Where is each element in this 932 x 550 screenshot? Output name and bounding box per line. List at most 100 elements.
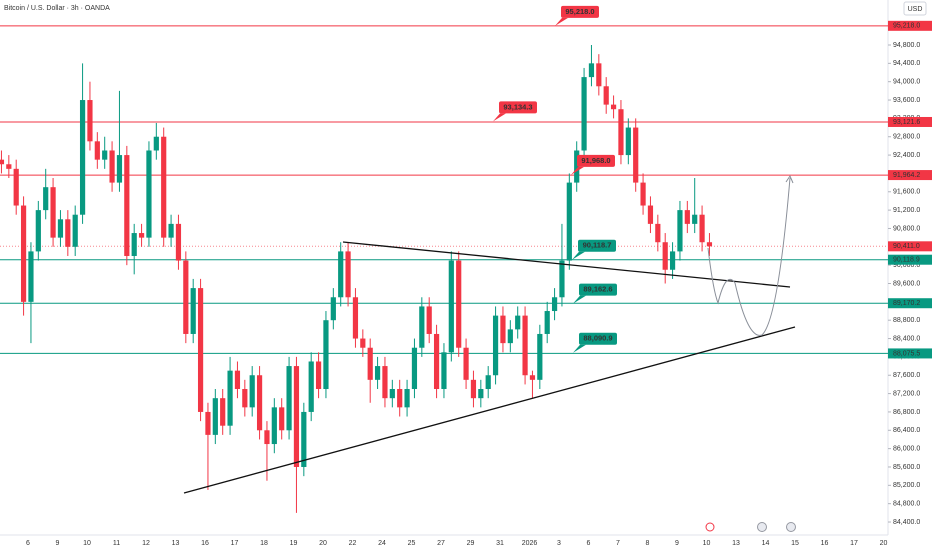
x-tick-label: 13 [172, 540, 180, 547]
candle-body [315, 361, 322, 390]
candle-body [389, 389, 395, 399]
candle-body [102, 150, 108, 160]
callout-pointer [493, 113, 506, 122]
candle-body [197, 288, 204, 412]
candle-body [500, 315, 506, 344]
level-tag [888, 170, 932, 181]
candle-body [109, 150, 115, 183]
candle-body [168, 223, 174, 238]
event-flag[interactable] [757, 522, 767, 532]
y-tick-label: 94,000.0 [893, 79, 920, 86]
candle-body [699, 214, 705, 243]
candle-body [603, 86, 609, 105]
level-tag-label: 93,121.6 [893, 119, 920, 126]
callout-label: 91,968.0 [581, 156, 610, 165]
level-tag-label: 95,218.0 [893, 23, 920, 30]
callout-pointer [573, 344, 586, 353]
candle-body [338, 251, 344, 298]
callout-box [577, 154, 615, 167]
y-tick-label: 92,800.0 [893, 134, 920, 141]
candle-body [566, 182, 572, 261]
x-tick-label: 14 [762, 540, 770, 547]
candle-body [183, 260, 189, 334]
candle-body [43, 187, 49, 211]
candle-body [146, 150, 152, 238]
level-tag-label: 89,170.2 [893, 300, 920, 307]
x-tick-label: 15 [791, 540, 799, 547]
candle-body [448, 260, 454, 353]
candle-body [360, 338, 366, 348]
candle-body [234, 370, 241, 390]
candle-body [507, 329, 513, 344]
callout-pointer [555, 17, 568, 26]
last-price-tag [888, 241, 932, 252]
callout-box [499, 101, 537, 114]
projection-path [707, 177, 791, 336]
event-icon[interactable] [705, 522, 715, 532]
candle-body [352, 297, 359, 339]
candle-body [515, 315, 521, 330]
y-tick-label: 86,800.0 [893, 409, 920, 416]
x-tick-label: 18 [260, 540, 268, 547]
y-tick-label: 91,600.0 [893, 189, 920, 196]
candle-body [441, 352, 447, 390]
candle-body [456, 260, 462, 348]
candle-body [581, 77, 587, 151]
candle-body [633, 127, 639, 183]
candle-body [57, 219, 64, 238]
x-tick-label: 9 [675, 540, 679, 547]
x-tick-label: 16 [201, 540, 209, 547]
candle-body [367, 347, 373, 380]
callout-label: 95,218.0 [565, 7, 594, 16]
candle-body [72, 214, 78, 247]
y-tick-label: 85,200.0 [893, 482, 920, 489]
candle-body [374, 366, 381, 380]
y-tick-label: 84,400.0 [893, 519, 920, 526]
y-tick-label: 87,200.0 [893, 390, 920, 397]
candle-body [279, 407, 285, 431]
projection-arrow [785, 174, 794, 184]
candle-body [153, 136, 159, 151]
x-tick-label: 7 [616, 540, 620, 547]
callout-pointer [573, 295, 586, 304]
candle-body [625, 127, 631, 156]
candle-body [492, 315, 499, 376]
level-tag [888, 254, 932, 265]
candle-body [79, 100, 86, 215]
x-tick-label: 17 [850, 540, 858, 547]
x-tick-label: 10 [703, 540, 711, 547]
candle-body [433, 333, 440, 390]
x-tick-label: 9 [56, 540, 60, 547]
candle-body [175, 223, 182, 261]
x-tick-label: 8 [646, 540, 650, 547]
x-tick-label: 10 [83, 540, 91, 547]
currency-label: USD [908, 6, 923, 13]
candle-body [669, 251, 676, 270]
candle-body [706, 242, 713, 247]
candle-body [256, 375, 263, 431]
x-tick-label: 6 [587, 540, 591, 547]
candle-body [345, 251, 351, 298]
candle-body [618, 109, 624, 156]
candle-body [190, 288, 196, 334]
x-tick-label: 25 [408, 540, 416, 547]
currency-box[interactable] [903, 1, 927, 16]
level-tag [888, 116, 932, 127]
candle-body [610, 104, 617, 110]
candle-body [6, 164, 12, 169]
candle-body [426, 306, 432, 334]
candle-body [220, 398, 226, 426]
candle-body [94, 141, 100, 160]
x-tick-label: 2026 [522, 540, 538, 547]
x-tick-label: 24 [378, 540, 386, 547]
candle-body [161, 136, 167, 238]
descending-trendline [342, 241, 791, 288]
callout-box [579, 283, 617, 296]
candle-body [574, 150, 580, 183]
drawings [183, 174, 796, 494]
y-tick-label: 92,400.0 [893, 152, 920, 159]
event-flag[interactable] [786, 522, 796, 532]
y-tick-label: 86,400.0 [893, 427, 920, 434]
x-tick-label: 27 [437, 540, 445, 547]
